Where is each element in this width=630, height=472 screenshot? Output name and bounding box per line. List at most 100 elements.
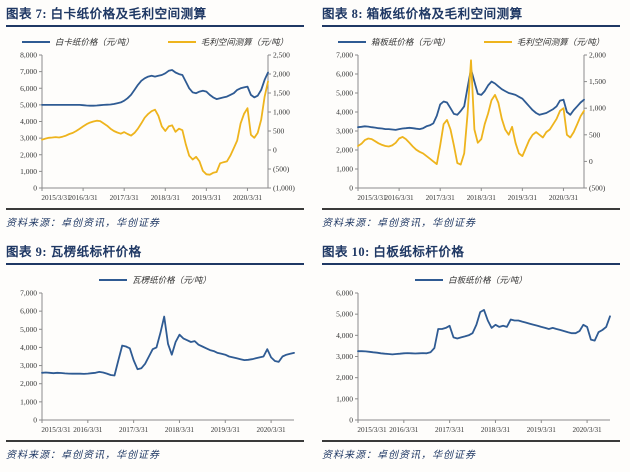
x-tick-label: 2015/3/31	[41, 426, 71, 434]
x-tick-label: 2020/3/31	[233, 194, 263, 202]
x-tick-label: 2019/3/31	[192, 194, 222, 202]
x-tick-label: 2018/3/31	[165, 426, 195, 434]
y-tick-label: 5,000	[336, 310, 353, 319]
legend-line-swatch	[167, 41, 196, 43]
y2-tick-label: 0	[273, 146, 277, 155]
x-tick-label: 2015/3/31	[41, 194, 71, 202]
y-tick-label: 3,000	[336, 127, 353, 136]
y-tick-label: 2,000	[336, 373, 353, 382]
caption-rule	[6, 25, 304, 27]
legend-label: 白板纸价格（元/吨）	[448, 275, 527, 285]
legend-line-swatch	[337, 41, 366, 43]
series-line-1	[41, 80, 269, 176]
y2-tick-label: 2,000	[589, 51, 606, 60]
figure-10-source: 资料来源：卓创资讯，华创证券	[322, 450, 476, 461]
y2-tick-label: 1,500	[273, 89, 290, 98]
y-tick-label: 0	[33, 416, 37, 425]
legend-item: 瓦楞纸价格（元/吨）	[99, 274, 211, 286]
legend-label: 箱板纸价格（元/吨）	[370, 37, 450, 47]
y-tick-label: 6,000	[20, 307, 37, 316]
x-tick-label: 2019/3/31	[211, 426, 241, 434]
y-tick-label: 1,000	[20, 167, 37, 176]
y-tick-label: 1,000	[20, 397, 37, 406]
y2-tick-label: 2,000	[273, 70, 290, 79]
x-tick-label: 2015/3/31	[357, 426, 387, 434]
figure-10-chart: 白板纸价格（元/吨） 0 1,000 2,000 3,000 4,000 5,000 6,0…	[322, 268, 620, 437]
figure-8-source: 资料来源：卓创资讯，华创证券	[322, 218, 476, 229]
figure-9-legend: 瓦楞纸价格（元/吨）	[6, 273, 304, 287]
y-tick-label: 3,000	[20, 361, 37, 370]
y2-tick-label: 0	[589, 157, 593, 166]
y-tick-label: 5,000	[20, 325, 37, 334]
source-rule	[6, 440, 304, 442]
x-tick-label: 2020/3/31	[257, 426, 287, 434]
legend-item: 白卡纸价格（元/吨）	[21, 36, 134, 48]
figure-8-legend: 箱板纸价格（元/吨） 毛利空间测算（元/吨）	[322, 35, 620, 49]
y-tick-label: 0	[33, 184, 37, 193]
y2-tick-label: 500	[589, 130, 601, 139]
line-chart-svg: 0 1,000 2,000 3,000 4,000 5,000 6,000 7,000 2015…	[20, 289, 295, 434]
y-tick-label: 7,000	[20, 289, 37, 298]
x-tick-label: 2015/3/31	[357, 194, 387, 202]
series-line-0	[41, 69, 269, 107]
figure-9-chart: 瓦楞纸价格（元/吨） 0 1,000 2,000 3,000 4,000 5,000 6,0…	[6, 268, 304, 437]
x-tick-label: 2018/3/31	[481, 426, 511, 434]
x-tick-label: 2017/3/31	[119, 426, 149, 434]
caption-rule	[6, 263, 304, 265]
caption-rule	[322, 263, 620, 265]
y-tick-label: 6,000	[336, 70, 353, 79]
figure-7: 图表 7: 白卡纸价格及毛利空间测算 白卡纸价格（元/吨） 毛利空间测算（元/吨）…	[6, 4, 304, 242]
y-tick-label: 2,000	[20, 379, 37, 388]
x-tick-label: 2016/3/31	[385, 194, 415, 202]
y-tick-label: 1,000	[336, 394, 353, 403]
y-tick-label: 8,000	[20, 51, 37, 60]
y2-tick-label: 1,000	[589, 104, 606, 113]
line-chart-svg: 0 1,000 2,000 3,000 4,000 5,000 6,000 7,000 (500…	[336, 51, 606, 203]
x-tick-label: 2017/3/31	[435, 426, 465, 434]
y-tick-label: 5,000	[336, 89, 353, 98]
figure-9-source: 资料来源：卓创资讯，华创证券	[6, 450, 160, 461]
y-tick-label: 3,000	[20, 134, 37, 143]
legend-item: 箱板纸价格（元/吨）	[337, 36, 450, 48]
legend-label: 白卡纸价格（元/吨）	[54, 37, 134, 47]
y2-tick-label: (500)	[589, 184, 606, 193]
y2-tick-label: (500)	[273, 165, 290, 174]
y-tick-label: 4,000	[20, 343, 37, 352]
x-tick-label: 2019/3/31	[508, 194, 538, 202]
y2-tick-label: 1,000	[273, 108, 290, 117]
source-rule	[322, 440, 620, 442]
y-tick-label: 1,000	[336, 165, 353, 174]
source-rule	[322, 208, 620, 210]
y-tick-label: 0	[349, 184, 353, 193]
legend-item: 毛利空间测算（元/吨）	[167, 36, 289, 48]
x-tick-label: 2016/3/31	[69, 194, 99, 202]
legend-line-swatch	[415, 279, 444, 281]
y-tick-label: 7,000	[336, 51, 353, 60]
line-chart-svg: 0 1,000 2,000 3,000 4,000 5,000 6,000 2015/3/31…	[336, 289, 611, 434]
x-tick-label: 2017/3/31	[426, 194, 456, 202]
x-tick-label: 2017/3/31	[110, 194, 140, 202]
x-tick-label: 2016/3/31	[73, 426, 103, 434]
x-tick-label: 2020/3/31	[573, 426, 603, 434]
x-tick-label: 2020/3/31	[549, 194, 579, 202]
y2-tick-label: 500	[273, 127, 285, 136]
figure-8-chart: 箱板纸价格（元/吨） 毛利空间测算（元/吨） 0 1,000 2,000 3,000 4,…	[322, 30, 620, 205]
figure-9-caption: 图表 9: 瓦楞纸标杆价格	[6, 245, 142, 259]
y-tick-label: 2,000	[20, 150, 37, 159]
y-tick-label: 3,000	[336, 352, 353, 361]
series-line-0	[41, 315, 295, 377]
figure-7-source: 资料来源：卓创资讯，华创证券	[6, 218, 160, 229]
series-line-1	[357, 59, 585, 166]
series-line-0	[357, 308, 611, 356]
figure-7-legend: 白卡纸价格（元/吨） 毛利空间测算（元/吨）	[6, 35, 304, 49]
x-tick-label: 2019/3/31	[527, 426, 557, 434]
legend-item: 毛利空间测算（元/吨）	[483, 36, 605, 48]
figure-8: 图表 8: 箱板纸价格及毛利空间测算 箱板纸价格（元/吨） 毛利空间测算（元/吨）…	[322, 4, 620, 242]
figure-8-caption: 图表 8: 箱板纸价格及毛利空间测算	[322, 7, 523, 21]
y-tick-label: 4,000	[336, 331, 353, 340]
legend-label: 毛利空间测算（元/吨）	[516, 37, 605, 47]
caption-rule	[322, 25, 620, 27]
legend-label: 毛利空间测算（元/吨）	[200, 37, 289, 47]
y-tick-label: 7,000	[20, 67, 37, 76]
legend-line-swatch	[483, 41, 512, 43]
